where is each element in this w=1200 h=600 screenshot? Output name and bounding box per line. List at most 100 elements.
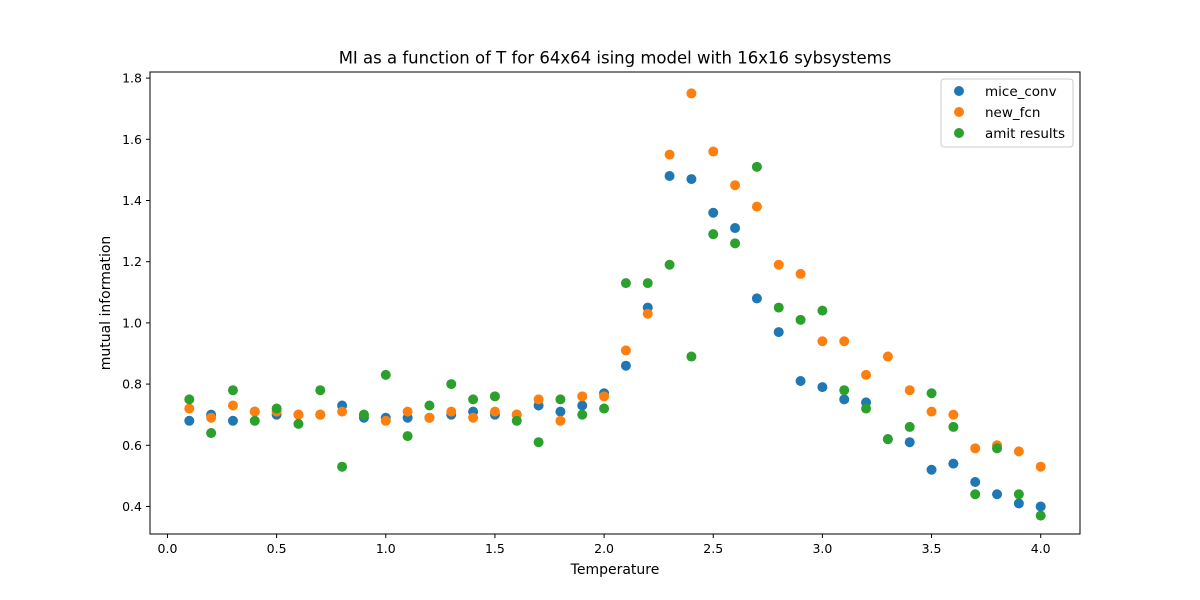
data-point bbox=[511, 415, 522, 426]
data-point bbox=[555, 394, 566, 405]
data-point bbox=[380, 415, 391, 426]
data-point bbox=[315, 409, 326, 420]
legend-box bbox=[940, 78, 1074, 148]
data-point bbox=[839, 385, 850, 396]
data-point bbox=[773, 259, 784, 270]
data-point bbox=[1035, 461, 1046, 472]
series-2 bbox=[184, 161, 1046, 521]
data-point bbox=[468, 394, 479, 405]
data-point bbox=[249, 406, 260, 417]
data-point bbox=[337, 406, 348, 417]
data-point bbox=[1013, 489, 1024, 500]
data-point bbox=[533, 394, 544, 405]
y-tick-label: 1.2 bbox=[122, 254, 142, 269]
legend-label: mice_conv bbox=[985, 84, 1057, 100]
data-point bbox=[184, 403, 195, 414]
data-point bbox=[817, 336, 828, 347]
data-point bbox=[402, 406, 413, 417]
y-tick-label: 1.8 bbox=[122, 71, 142, 86]
data-point bbox=[839, 394, 850, 405]
x-tick-label: 2.5 bbox=[703, 541, 723, 556]
data-point bbox=[708, 146, 719, 157]
axis-ticks: 0.0 0.5 1.0 1.5 2.0 2.5 3.0 3.5 4.0 0.4 0.6 0.8 1.0 1… bbox=[122, 71, 1051, 556]
data-point bbox=[446, 406, 457, 417]
data-point bbox=[1013, 498, 1024, 509]
x-tick-label: 1.0 bbox=[376, 541, 396, 556]
data-point bbox=[795, 376, 806, 387]
data-point bbox=[795, 314, 806, 325]
y-tick-label: 0.4 bbox=[122, 499, 142, 514]
y-tick-label: 1.6 bbox=[122, 132, 142, 147]
data-point bbox=[533, 437, 544, 448]
x-axis-label: Temperature bbox=[570, 562, 660, 578]
data-point bbox=[1035, 510, 1046, 521]
legend-label: amit results bbox=[985, 126, 1065, 142]
data-point bbox=[577, 391, 588, 402]
data-point bbox=[620, 278, 631, 289]
data-point bbox=[861, 403, 872, 414]
data-point bbox=[751, 201, 762, 212]
data-point bbox=[227, 400, 238, 411]
data-point bbox=[446, 379, 457, 390]
data-point bbox=[555, 415, 566, 426]
data-point bbox=[904, 385, 915, 396]
data-point bbox=[904, 421, 915, 432]
legend-marker bbox=[954, 128, 964, 138]
data-point bbox=[970, 476, 981, 487]
data-point bbox=[730, 223, 741, 234]
data-point bbox=[926, 388, 937, 399]
data-point bbox=[184, 415, 195, 426]
data-point bbox=[708, 207, 719, 218]
data-point bbox=[206, 412, 217, 423]
data-point bbox=[468, 412, 479, 423]
data-point bbox=[489, 406, 500, 417]
data-point bbox=[926, 464, 937, 475]
y-tick-label: 1.4 bbox=[122, 193, 142, 208]
chart-title: MI as a function of T for 64x64 ising mo… bbox=[339, 49, 892, 68]
data-point bbox=[686, 88, 697, 99]
y-tick-label: 0.6 bbox=[122, 438, 142, 453]
data-point bbox=[664, 171, 675, 182]
data-point bbox=[730, 180, 741, 191]
data-point bbox=[948, 409, 959, 420]
data-point bbox=[730, 238, 741, 249]
data-point bbox=[795, 268, 806, 279]
data-point bbox=[555, 406, 566, 417]
data-point bbox=[577, 409, 588, 420]
data-point bbox=[686, 174, 697, 185]
data-point bbox=[315, 385, 326, 396]
data-point bbox=[817, 382, 828, 393]
data-point bbox=[664, 259, 675, 270]
data-point bbox=[861, 369, 872, 380]
data-point bbox=[882, 351, 893, 362]
data-point bbox=[358, 409, 369, 420]
legend-marker bbox=[954, 86, 964, 96]
data-point bbox=[992, 443, 1003, 454]
y-axis-label: mutual information bbox=[98, 236, 114, 371]
data-point bbox=[206, 428, 217, 439]
y-tick-label: 0.8 bbox=[122, 377, 142, 392]
data-point bbox=[992, 489, 1003, 500]
data-point bbox=[642, 308, 653, 319]
data-point bbox=[424, 400, 435, 411]
data-point bbox=[577, 400, 588, 411]
data-point bbox=[882, 434, 893, 445]
data-point bbox=[948, 421, 959, 432]
data-point bbox=[184, 394, 195, 405]
data-point bbox=[402, 431, 413, 442]
x-tick-label: 2.0 bbox=[594, 541, 614, 556]
data-point bbox=[642, 278, 653, 289]
data-point bbox=[599, 391, 610, 402]
data-point bbox=[380, 369, 391, 380]
data-point bbox=[1013, 446, 1024, 457]
data-point bbox=[686, 351, 697, 362]
data-point bbox=[337, 461, 348, 472]
x-tick-label: 0.0 bbox=[158, 541, 178, 556]
data-point bbox=[489, 391, 500, 402]
data-point bbox=[620, 345, 631, 356]
data-point bbox=[271, 403, 282, 414]
x-tick-label: 3.0 bbox=[812, 541, 832, 556]
data-point bbox=[424, 412, 435, 423]
